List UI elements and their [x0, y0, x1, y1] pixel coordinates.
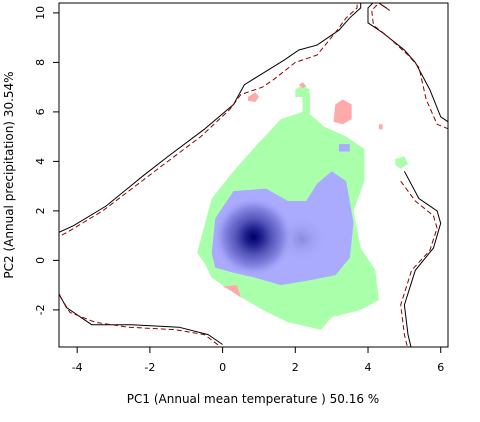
x-tick-label: -4: [72, 361, 83, 374]
x-tick-label: 6: [437, 361, 444, 374]
x-tick-label: 0: [219, 361, 226, 374]
red-region-layer: [222, 82, 383, 298]
x-tick-label: 4: [365, 361, 372, 374]
y-tick-label: 0: [34, 257, 47, 264]
density-peak: [213, 196, 294, 277]
green-island-1: [295, 84, 310, 97]
contour-layer: [59, 3, 448, 347]
density-layer: [213, 196, 328, 277]
plot-area: [59, 3, 448, 347]
dashed-contour: [59, 3, 448, 347]
red-region-1: [333, 99, 352, 125]
x-tick-label: -2: [144, 361, 155, 374]
red-region-3: [298, 82, 307, 89]
y-tick-label: -2: [34, 304, 47, 315]
x-axis-title: PC1 (Annual mean temperature ) 50.16 %: [127, 392, 379, 406]
blue-island-0: [338, 144, 350, 152]
x-tick-label: 2: [292, 361, 299, 374]
y-tick-label: 10: [34, 6, 47, 20]
y-tick-label: 8: [34, 59, 47, 66]
plot-frame: [58, 2, 449, 348]
y-axis: -2 0 2 4 6 8 10: [34, 6, 59, 315]
solid-contour: [59, 3, 448, 347]
y-tick-label: 4: [34, 158, 47, 165]
y-tick-label: 2: [34, 207, 47, 214]
y-axis-title: PC2 (Annual precipitation) 30.54%: [2, 71, 16, 278]
red-region-4: [222, 285, 241, 298]
red-region-0: [248, 92, 259, 102]
x-axis: -4 -2 0 2 4 6: [72, 347, 444, 374]
red-region-2: [378, 124, 383, 130]
y-tick-label: 6: [34, 108, 47, 115]
green-island-0: [395, 156, 408, 169]
